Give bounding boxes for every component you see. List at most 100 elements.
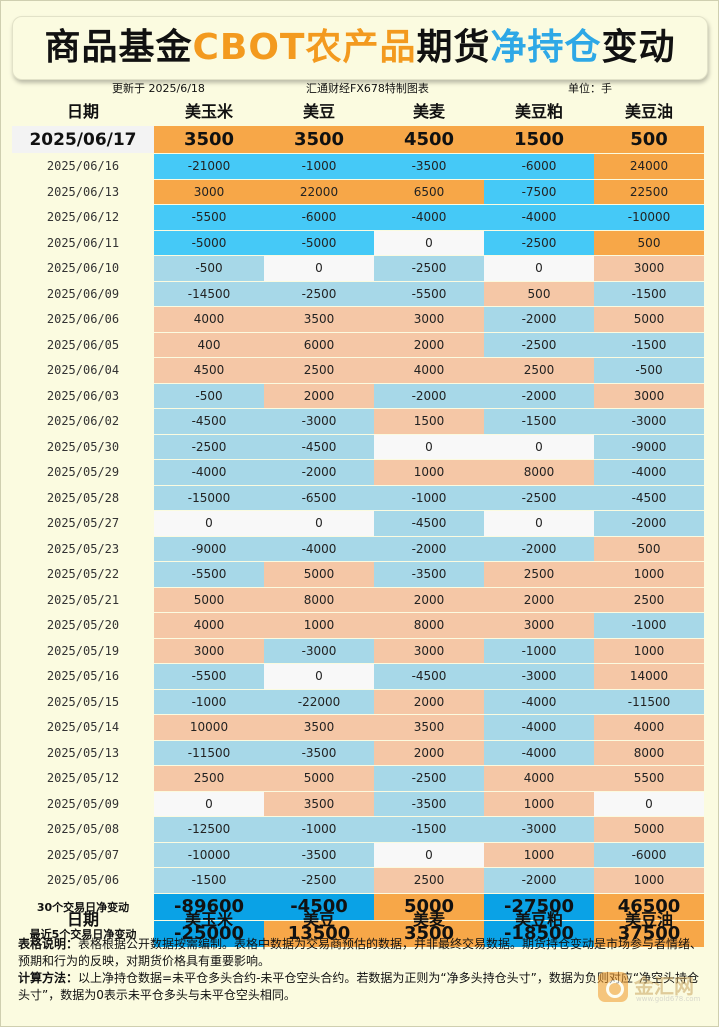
table-row: 2025/06/09 -14500 -2500 -5500 500 -1500 [12,281,704,307]
data-cell: -4000 [154,459,264,486]
data-cell: -2000 [484,383,594,409]
data-cell: -22000 [264,689,374,715]
table-row: 2025/05/19 3000 -3000 3000 -1000 1000 [12,638,704,664]
data-cell: 22500 [594,179,704,205]
data-cell: -2500 [484,332,594,358]
header-soymeal: 美豆粕 [514,102,563,121]
data-cell: 1000 [264,612,374,639]
table-row: 2025/06/05 400 6000 2000 -2500 -1500 [12,332,704,358]
data-cell: -1000 [154,689,264,715]
data-cell: -5000 [264,230,374,256]
data-cell: -2000 [484,306,594,333]
calculation-method: 计算方法：以上净持仓数据=未平仓多头合约-未平仓空头合约。若数据为正则为“净多头… [18,970,708,1004]
row-date: 2025/05/12 [12,765,154,792]
data-cell: 3500 [264,126,374,154]
data-cell: -4500 [374,510,484,537]
data-cell: -5500 [374,281,484,307]
row-date: 2025/05/28 [12,485,154,511]
data-cell: -1000 [374,485,484,511]
data-cell: 3500 [264,791,374,817]
data-cell: 4000 [154,306,264,333]
data-cell: 2500 [594,587,704,613]
data-cell: -1500 [374,816,484,843]
data-cell: -2000 [374,383,484,409]
row-date: 2025/05/21 [12,587,154,613]
summary-cell: 5000 [374,893,484,921]
table-row: 2025/05/09 0 3500 -3500 1000 0 [12,791,704,817]
logo-text: 金汇网 [634,974,694,998]
data-cell: 5000 [594,306,704,333]
data-cell: 3000 [594,255,704,282]
data-cell: -10000 [154,842,264,868]
data-cell: 500 [594,230,704,256]
data-cell: -5500 [154,663,264,690]
net-position-table: 2025/06/17 3500 3500 4500 1500 500 2025/06/16-… [12,126,704,948]
data-cell: 0 [484,434,594,460]
unit-label: 单位：手 [568,82,612,95]
data-cell: 0 [484,255,594,282]
footer-header-soybean: 美豆 [302,910,335,929]
footer-header-corn: 美玉米 [184,910,233,929]
data-cell: 10000 [154,714,264,741]
data-cell: 1500 [484,126,594,154]
summary-cell: 3500 [374,920,484,948]
data-cell: 1000 [484,842,594,868]
data-cell: -2000 [374,536,484,562]
summary-cell: -27500 [484,893,594,921]
data-cell: 3500 [264,306,374,333]
data-cell: -1000 [594,612,704,639]
data-cell: -3500 [374,153,484,180]
summary-cell: -89600 [154,893,264,921]
data-cell: 2000 [484,587,594,613]
data-cell: 3500 [264,714,374,741]
data-cell: -2000 [594,510,704,537]
data-cell: -4000 [484,740,594,766]
table-row: 2025/05/08 -12500 -1000 -1500 -3000 5000 [12,816,704,843]
header-wheat: 美麦 [412,102,445,121]
row-date: 2025/05/16 [12,663,154,690]
summary-label: 最近5个交易日净变动 [12,920,154,948]
data-cell: -5500 [154,204,264,231]
row-date: 2025/06/10 [12,255,154,282]
data-cell: 3000 [374,306,484,333]
data-cell: -4000 [484,689,594,715]
summary-row: 30个交易日净变动 -89600 -4500 5000 -27500 46500 [12,893,704,921]
data-cell: 6000 [264,332,374,358]
data-cell: 5000 [154,587,264,613]
method-text: 以上净持仓数据=未平仓多头合约-未平仓空头合约。若数据为正则为“净多头持仓头寸”… [18,971,700,1002]
title-part-3: 期货 [416,27,491,68]
data-cell: -2500 [154,434,264,460]
title-part-2: CBOT农产品 [192,27,417,68]
row-date: 2025/05/19 [12,638,154,664]
updated-date: 更新于 2025/6/18 [112,82,205,95]
title-part-1: 商品基金 [44,27,193,68]
data-cell: -2500 [484,230,594,256]
row-date: 2025/05/07 [12,842,154,868]
footer-header-wheat: 美麦 [412,910,445,929]
table-row: 2025/06/11 -5000 -5000 0 -2500 500 [12,230,704,256]
data-cell: 3000 [154,179,264,205]
data-cell: -1500 [484,408,594,435]
row-date: 2025/06/06 [12,306,154,333]
data-cell: 3500 [154,126,264,154]
row-date: 2025/05/23 [12,536,154,562]
data-cell: -3500 [264,842,374,868]
data-cell: 2000 [374,587,484,613]
data-cell: 400 [154,332,264,358]
table-row: 2025/05/28 -15000 -6500 -1000 -2500 -4500 [12,485,704,511]
row-date: 2025/05/09 [12,791,154,817]
data-cell: 0 [154,791,264,817]
chart-source: 汇通财经FX678特制图表 [306,82,429,95]
data-cell: -3500 [264,740,374,766]
footer-header-soyoil: 美豆油 [624,910,673,929]
summary-label: 30个交易日净变动 [12,893,154,921]
data-cell: -7500 [484,179,594,205]
data-cell: 5000 [264,561,374,588]
brand-logo: 金汇网 www.gold678.com [598,968,708,1008]
data-cell: -4000 [594,459,704,486]
data-cell: 6500 [374,179,484,205]
data-cell: -2500 [374,765,484,792]
data-cell: 500 [594,126,704,154]
data-cell: -6500 [264,485,374,511]
data-cell: -3000 [264,408,374,435]
